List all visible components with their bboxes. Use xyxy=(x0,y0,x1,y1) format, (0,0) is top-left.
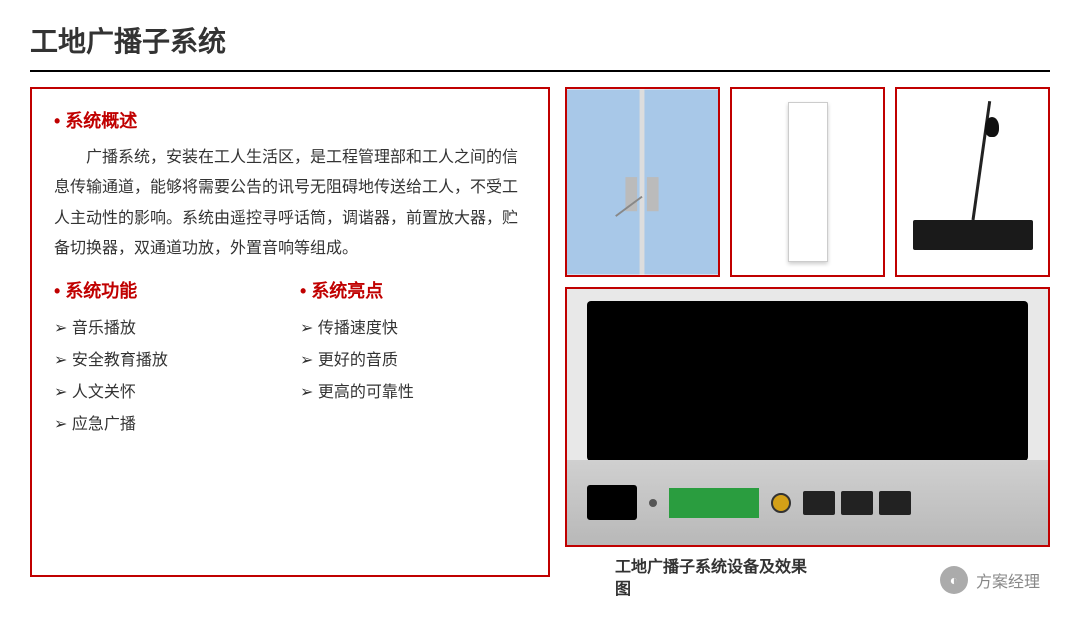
wechat-icon: ◐ xyxy=(940,566,968,594)
caption-line2: 图 xyxy=(615,581,631,598)
mic-head-icon xyxy=(985,117,999,137)
list-item: 音乐播放 xyxy=(54,313,280,345)
title-section: 工地广播子系统 xyxy=(30,20,1050,72)
highlights-list: 传播速度快 更好的音质 更高的可靠性 xyxy=(300,313,526,409)
terminal-block-icon xyxy=(669,488,759,518)
speaker-icon xyxy=(788,102,828,262)
page-title: 工地广播子系统 xyxy=(30,20,1050,60)
port-icon xyxy=(879,491,911,515)
port-icon xyxy=(803,491,835,515)
functions-column: 系统功能 音乐播放 安全教育播放 人文关怀 应急广播 xyxy=(54,277,280,441)
device-screen-icon xyxy=(587,301,1028,461)
watermark: ◐ 方案经理 xyxy=(940,566,1040,594)
microphone-image xyxy=(895,87,1050,277)
power-socket-icon xyxy=(587,485,637,520)
caption-line1: 工地广播子系统设备及效果 xyxy=(615,559,807,576)
overview-heading: 系统概述 xyxy=(54,107,526,133)
list-item: 传播速度快 xyxy=(300,313,526,345)
antenna-tower-icon xyxy=(567,89,718,275)
column-speaker-image xyxy=(730,87,885,277)
mic-base-icon xyxy=(913,220,1033,250)
functions-list: 音乐播放 安全教育播放 人文关怀 应急广播 xyxy=(54,313,280,441)
highlights-column: 系统亮点 传播速度快 更好的音质 更高的可靠性 xyxy=(300,277,526,441)
list-item: 应急广播 xyxy=(54,409,280,441)
overview-text: 广播系统，安装在工人生活区，是工程管理部和工人之间的信息传输通道，能够将需要公告… xyxy=(54,143,526,265)
highlights-heading: 系统亮点 xyxy=(300,277,526,303)
content-row: 系统概述 广播系统，安装在工人生活区，是工程管理部和工人之间的信息传输通道，能够… xyxy=(30,87,1050,602)
port-icon xyxy=(841,491,873,515)
list-item: 安全教育播放 xyxy=(54,345,280,377)
list-item: 更好的音质 xyxy=(300,345,526,377)
list-item: 人文关怀 xyxy=(54,377,280,409)
tower-image xyxy=(565,87,720,277)
two-column-lists: 系统功能 音乐播放 安全教育播放 人文关怀 应急广播 系统亮点 传播速度快 更好… xyxy=(54,277,526,441)
audio-jack-icon xyxy=(771,493,791,513)
list-item: 更高的可靠性 xyxy=(300,377,526,409)
image-panel: 工地广播子系统设备及效果 图 xyxy=(565,87,1050,602)
functions-heading: 系统功能 xyxy=(54,277,280,303)
port-group-icon xyxy=(803,491,911,515)
top-images-row xyxy=(565,87,1050,277)
device-body-icon xyxy=(567,460,1048,545)
watermark-text: 方案经理 xyxy=(976,568,1040,592)
indicator-icon xyxy=(649,499,657,507)
amplifier-device-image xyxy=(565,287,1050,547)
text-panel: 系统概述 广播系统，安装在工人生活区，是工程管理部和工人之间的信息传输通道，能够… xyxy=(30,87,550,577)
